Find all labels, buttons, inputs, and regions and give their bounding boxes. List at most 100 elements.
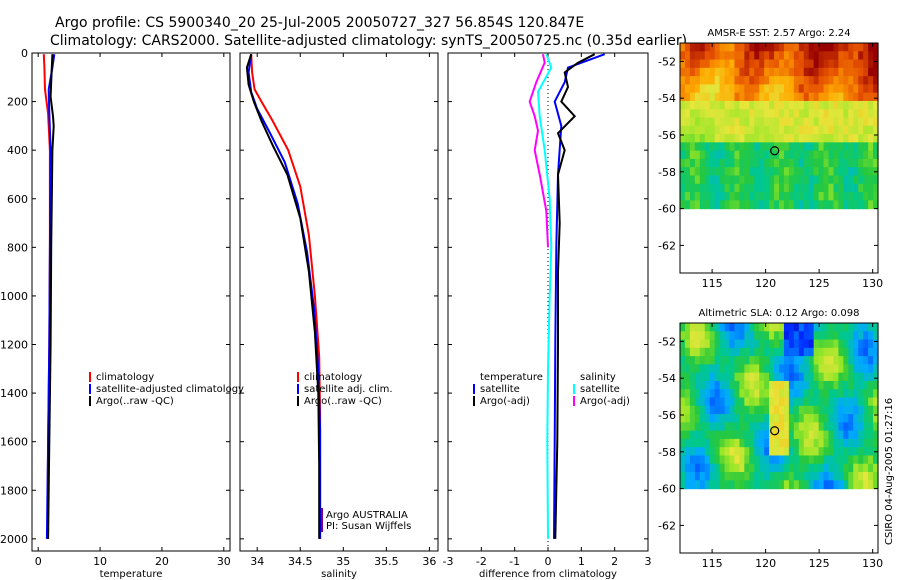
map-cell xyxy=(729,356,736,365)
map-cell xyxy=(704,92,711,102)
map-cell xyxy=(689,339,696,349)
map-cell xyxy=(838,455,844,465)
x-tick-label: 34.5 xyxy=(288,555,313,568)
map-cell xyxy=(734,150,740,160)
map-cell xyxy=(788,397,795,407)
y-tick-label: -60 xyxy=(658,483,676,496)
map-cell xyxy=(813,480,820,490)
map-cell xyxy=(694,438,701,448)
map-cell xyxy=(833,109,839,119)
map-cell xyxy=(823,339,830,349)
map-cell xyxy=(704,134,711,143)
map-cell xyxy=(858,134,864,143)
map-cell xyxy=(734,455,740,465)
map-cell xyxy=(808,422,815,432)
map-cell xyxy=(739,339,745,349)
map-cell xyxy=(684,438,691,448)
map-cell xyxy=(684,109,691,119)
map-cell xyxy=(788,347,795,357)
map-cell xyxy=(813,100,820,110)
map-cell xyxy=(714,100,721,110)
map-cell xyxy=(699,447,706,457)
map-cell xyxy=(689,472,696,481)
map-cell xyxy=(749,397,755,407)
map-cell xyxy=(863,175,869,185)
map-cell xyxy=(808,134,815,143)
map-cell xyxy=(744,455,750,465)
map-cell xyxy=(699,397,706,407)
map-cell xyxy=(680,134,686,143)
map-cell xyxy=(853,364,859,374)
map-cell xyxy=(689,67,696,77)
x-tick-label: 20 xyxy=(155,555,169,568)
map-cell xyxy=(813,422,820,432)
map-cell xyxy=(808,167,815,177)
map-cell xyxy=(694,51,701,61)
map-cell xyxy=(838,364,844,374)
map-cell xyxy=(823,463,830,473)
map-cell xyxy=(764,175,770,185)
map-cell xyxy=(714,323,721,332)
map-cell xyxy=(858,422,864,432)
map-cell xyxy=(754,76,760,85)
map-cell xyxy=(853,372,859,382)
map-cell xyxy=(714,356,721,365)
map-cell xyxy=(793,331,800,341)
map-cell xyxy=(680,175,686,185)
map-cell xyxy=(813,356,820,365)
x-tick-label: -3 xyxy=(443,555,454,568)
map-cell xyxy=(714,109,721,119)
map-cell xyxy=(699,109,706,119)
map-cell xyxy=(724,84,731,94)
map-cell xyxy=(833,142,839,152)
map-cell xyxy=(754,134,760,143)
x-tick-label: 34 xyxy=(250,555,264,568)
map-cell xyxy=(828,192,835,201)
map-cell xyxy=(684,142,691,152)
map-cell xyxy=(704,51,711,61)
map-cell xyxy=(793,438,800,448)
map-cell xyxy=(808,438,815,448)
map-cell xyxy=(848,472,854,481)
map-cell xyxy=(734,347,740,357)
map-cell xyxy=(689,192,696,201)
map-cell xyxy=(808,142,815,152)
map-cell xyxy=(749,356,755,365)
map-cell xyxy=(764,463,770,473)
map-cell xyxy=(769,84,775,94)
map-cell xyxy=(714,192,721,201)
map-cell xyxy=(709,405,716,415)
map-cell xyxy=(724,142,731,152)
map-cell xyxy=(724,438,731,448)
map-cell xyxy=(843,117,849,127)
map-cell xyxy=(754,175,760,185)
map-cell xyxy=(774,347,780,357)
map-cell xyxy=(793,175,800,185)
map-cell xyxy=(793,364,800,374)
map-cell xyxy=(769,438,775,448)
map-cell xyxy=(873,150,879,160)
map-cell xyxy=(868,430,874,440)
map-cell xyxy=(848,389,854,399)
map-cell xyxy=(724,92,731,102)
map-cell xyxy=(689,389,696,399)
map-cell xyxy=(764,76,770,85)
map-cell xyxy=(803,142,810,152)
map-cell xyxy=(744,339,750,349)
map-cell xyxy=(788,389,795,399)
map-cell xyxy=(848,59,854,69)
map-cell xyxy=(689,480,696,490)
map-cell xyxy=(818,472,825,481)
map-cell xyxy=(858,158,864,168)
map-cell xyxy=(734,339,740,349)
y-tick-label: 1200 xyxy=(0,339,28,352)
map-cell xyxy=(724,76,731,85)
map-cell xyxy=(729,372,736,382)
map-cell xyxy=(764,414,770,423)
map-cell xyxy=(779,200,785,210)
map-cell xyxy=(823,43,830,52)
map-cell xyxy=(798,389,805,399)
map-cell xyxy=(858,463,864,473)
map-cell xyxy=(684,331,691,341)
map-cell xyxy=(803,397,810,407)
